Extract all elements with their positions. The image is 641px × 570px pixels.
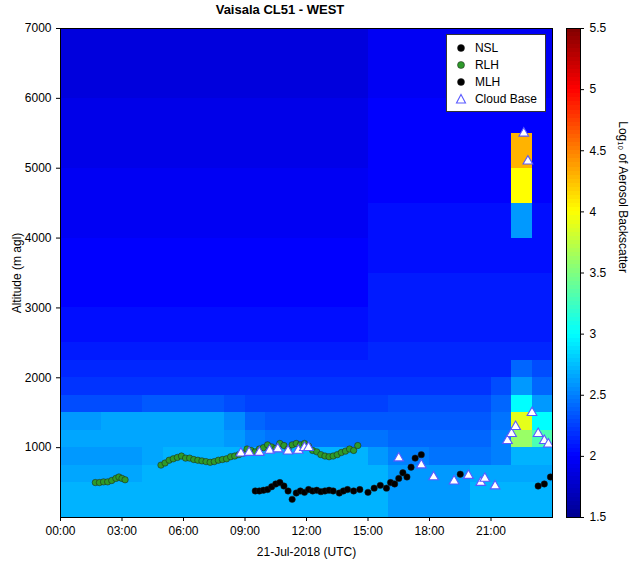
svg-text:12:00: 12:00: [291, 524, 321, 538]
svg-text:18:00: 18:00: [414, 524, 444, 538]
svg-text:5.5: 5.5: [590, 21, 607, 35]
svg-text:5000: 5000: [25, 161, 52, 175]
svg-text:09:00: 09:00: [230, 524, 260, 538]
html-text:NSL: NSL: [475, 40, 499, 55]
html-text:Vaisala CL51 - WEST: Vaisala CL51 - WEST: [215, 2, 345, 17]
svg-text:3: 3: [590, 327, 597, 341]
svg-text:1000: 1000: [25, 440, 52, 454]
svg-text:6000: 6000: [25, 91, 52, 105]
html-text:MLH: MLH: [475, 74, 501, 89]
html-text:Cloud Base: Cloud Base: [475, 91, 537, 106]
html-text:RLH: RLH: [475, 57, 499, 72]
svg-text:15:00: 15:00: [353, 524, 383, 538]
svg-text:21:00: 21:00: [476, 524, 506, 538]
svg-text:5: 5: [590, 82, 597, 96]
svg-text:00:00: 00:00: [45, 524, 75, 538]
svg-text:3.5: 3.5: [590, 266, 607, 280]
svg-text:Log₁₀ of Aerosol Backscatter: Log₁₀ of Aerosol Backscatter: [616, 121, 630, 273]
svg-text:2: 2: [590, 449, 597, 463]
svg-text:2000: 2000: [25, 371, 52, 385]
svg-text:4: 4: [590, 205, 597, 219]
svg-text:Altitude (m agl): Altitude (m agl): [10, 233, 24, 314]
svg-text:7000: 7000: [25, 21, 52, 35]
svg-text:1.5: 1.5: [590, 510, 607, 524]
svg-text:3000: 3000: [25, 301, 52, 315]
svg-text:4000: 4000: [25, 231, 52, 245]
svg-text:21-Jul-2018 (UTC): 21-Jul-2018 (UTC): [257, 545, 356, 559]
svg-text:03:00: 03:00: [107, 524, 137, 538]
svg-text:2.5: 2.5: [590, 388, 607, 402]
svg-text:4.5: 4.5: [590, 144, 607, 158]
svg-text:06:00: 06:00: [168, 524, 198, 538]
